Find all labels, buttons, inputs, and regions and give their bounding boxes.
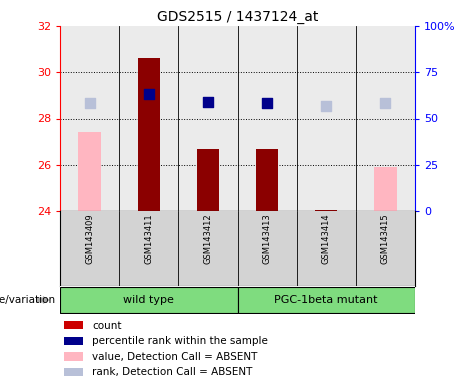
Bar bbox=[197, 149, 219, 211]
Bar bbox=[78, 132, 101, 211]
Text: PGC-1beta mutant: PGC-1beta mutant bbox=[274, 295, 378, 305]
Text: rank, Detection Call = ABSENT: rank, Detection Call = ABSENT bbox=[92, 367, 252, 377]
Bar bbox=[64, 368, 83, 376]
Bar bbox=[374, 167, 396, 211]
Bar bbox=[256, 149, 278, 211]
Text: GSM143415: GSM143415 bbox=[381, 213, 390, 264]
Bar bbox=[64, 337, 83, 345]
Text: percentile rank within the sample: percentile rank within the sample bbox=[92, 336, 268, 346]
Title: GDS2515 / 1437124_at: GDS2515 / 1437124_at bbox=[157, 10, 318, 23]
Bar bbox=[64, 321, 83, 329]
Text: count: count bbox=[92, 321, 121, 331]
Text: value, Detection Call = ABSENT: value, Detection Call = ABSENT bbox=[92, 352, 257, 362]
Bar bbox=[137, 58, 160, 211]
Bar bbox=[315, 210, 337, 211]
Point bbox=[86, 100, 93, 106]
Point bbox=[145, 91, 153, 97]
Point bbox=[382, 100, 389, 106]
Text: GSM143412: GSM143412 bbox=[203, 213, 213, 264]
Bar bbox=[60, 287, 237, 313]
Point bbox=[323, 103, 330, 109]
FancyArrow shape bbox=[36, 296, 50, 304]
Bar bbox=[64, 353, 83, 361]
Text: GSM143409: GSM143409 bbox=[85, 213, 94, 264]
Text: GSM143414: GSM143414 bbox=[322, 213, 331, 264]
Bar bbox=[237, 287, 415, 313]
Text: GSM143413: GSM143413 bbox=[263, 213, 272, 264]
Point bbox=[263, 100, 271, 106]
Text: genotype/variation: genotype/variation bbox=[0, 295, 55, 305]
Text: wild type: wild type bbox=[123, 295, 174, 305]
Point bbox=[204, 99, 212, 105]
Text: GSM143411: GSM143411 bbox=[144, 213, 153, 264]
